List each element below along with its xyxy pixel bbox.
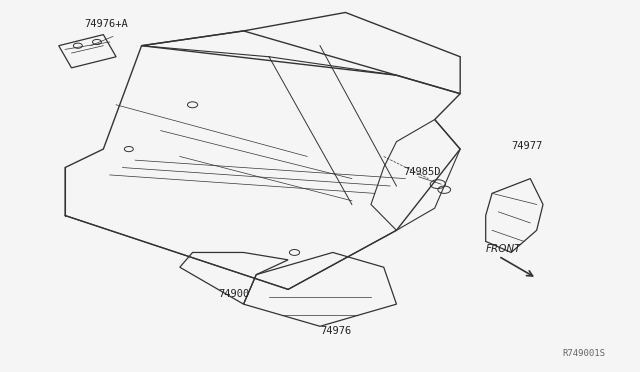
- Text: FRONT: FRONT: [486, 244, 521, 254]
- Text: R749001S: R749001S: [562, 349, 605, 358]
- Text: 74976: 74976: [320, 326, 351, 336]
- Text: 74985D: 74985D: [403, 167, 440, 177]
- Text: 74977: 74977: [511, 141, 543, 151]
- Text: 74900: 74900: [218, 289, 250, 299]
- Text: 74976+A: 74976+A: [84, 19, 128, 29]
